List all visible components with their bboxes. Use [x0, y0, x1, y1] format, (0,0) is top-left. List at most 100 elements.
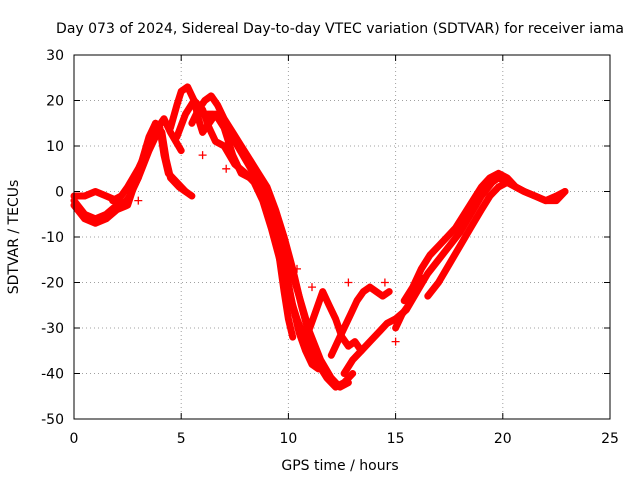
plus-marker — [288, 328, 295, 334]
plus-marker — [406, 299, 413, 306]
plus-marker — [292, 314, 299, 321]
plus-marker — [331, 313, 338, 320]
plus-marker — [526, 190, 533, 197]
plus-marker — [334, 322, 341, 328]
plus-marker — [192, 112, 199, 119]
plus-marker — [330, 346, 337, 353]
plus-marker — [300, 341, 307, 348]
plus-marker — [410, 291, 417, 298]
plus-marker — [272, 239, 279, 246]
plus-marker — [314, 303, 321, 310]
plus-marker — [351, 303, 358, 310]
x-tick-label: 10 — [279, 431, 297, 447]
plus-marker — [130, 185, 137, 192]
plus-marker — [263, 208, 270, 215]
plus-marker — [217, 107, 224, 114]
plus-marker — [262, 205, 269, 212]
plus-marker — [144, 145, 151, 152]
plus-marker — [300, 307, 307, 314]
plus-marker — [174, 99, 181, 106]
outlier-point — [265, 214, 274, 223]
plus-marker — [270, 233, 277, 240]
plus-marker — [264, 211, 270, 218]
plus-marker — [275, 223, 282, 230]
plus-marker — [276, 225, 283, 232]
plus-marker — [185, 86, 192, 93]
plus-marker — [409, 294, 416, 301]
plus-marker — [293, 284, 300, 291]
plus-marker — [293, 317, 300, 324]
plus-marker — [307, 358, 314, 365]
plus-marker — [521, 188, 528, 195]
plus-marker — [332, 315, 339, 322]
plus-marker — [260, 200, 267, 207]
plus-marker — [84, 191, 91, 198]
axis-ticks: 0 5 10 15 20 25 -50 -40 -30 -20 -10 0 10 20 30 — [41, 48, 619, 447]
plus-marker — [140, 154, 147, 161]
plus-marker — [299, 338, 306, 345]
plus-marker — [177, 91, 184, 98]
plus-marker — [350, 305, 357, 312]
plus-marker — [161, 115, 167, 122]
plus-marker — [176, 93, 183, 100]
plus-marker — [268, 224, 275, 231]
plus-marker — [294, 320, 300, 327]
plus-marker — [207, 127, 214, 134]
plus-marker — [334, 338, 341, 345]
plus-marker — [289, 334, 296, 341]
plus-marker — [346, 314, 353, 321]
plus-marker — [178, 122, 185, 129]
plus-marker — [292, 281, 299, 288]
outlier-point — [134, 196, 143, 205]
plus-marker — [197, 121, 204, 128]
plus-marker — [173, 102, 180, 109]
plus-marker — [206, 124, 213, 131]
plus-marker — [261, 203, 268, 210]
grid — [74, 55, 610, 419]
outlier-point — [293, 264, 301, 273]
plus-marker — [136, 162, 143, 169]
plus-marker — [540, 196, 546, 203]
plus-marker — [537, 195, 544, 202]
outlier-point — [198, 151, 207, 160]
plus-marker — [187, 89, 194, 96]
plus-marker — [415, 280, 422, 287]
plus-marker — [291, 308, 298, 315]
plus-marker — [169, 119, 176, 126]
plus-marker — [306, 355, 313, 362]
plus-marker — [113, 206, 120, 213]
plus-marker — [290, 305, 297, 312]
plus-marker — [188, 193, 195, 199]
plus-marker — [180, 116, 187, 123]
plus-marker — [299, 304, 306, 311]
plus-marker — [166, 171, 173, 178]
plus-marker — [337, 331, 344, 338]
plus-marker — [298, 335, 305, 342]
plus-marker — [188, 92, 195, 98]
plus-marker — [314, 348, 321, 355]
plus-marker — [411, 288, 418, 295]
plus-marker — [164, 162, 171, 169]
plus-marker — [274, 220, 281, 227]
plus-marker — [190, 117, 197, 124]
plus-marker — [315, 365, 322, 372]
plus-marker — [287, 325, 294, 331]
plus-marker — [226, 141, 233, 148]
plus-marker — [173, 104, 180, 111]
y-tick-label: -20 — [41, 276, 64, 292]
plus-marker — [271, 236, 278, 243]
plus-marker — [289, 270, 296, 277]
plus-marker — [84, 216, 91, 223]
plus-marker — [342, 322, 349, 329]
plus-marker — [290, 273, 297, 280]
plus-marker — [330, 310, 336, 317]
plus-marker — [208, 130, 215, 137]
plus-marker — [408, 296, 414, 303]
x-tick-label: 15 — [387, 431, 405, 447]
plus-marker — [307, 322, 314, 328]
plus-marker — [329, 349, 336, 356]
plus-marker — [297, 332, 304, 339]
plus-marker — [348, 308, 355, 315]
plus-marker — [194, 109, 201, 116]
plus-marker — [322, 294, 329, 301]
